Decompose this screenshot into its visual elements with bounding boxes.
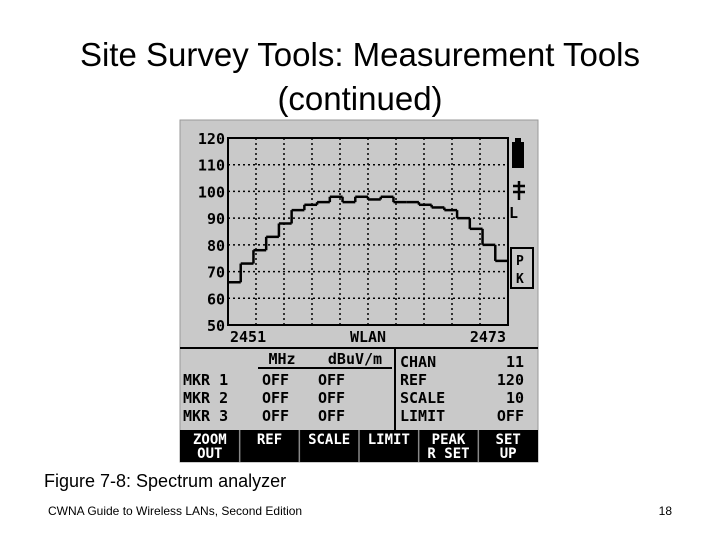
setting-name: CHAN — [400, 353, 436, 371]
setting-name: SCALE — [400, 389, 445, 407]
y-tick-label: 90 — [207, 210, 225, 228]
marker-cell: MKR 3 — [183, 407, 228, 425]
y-tick-label: 70 — [207, 264, 225, 282]
peak-box — [510, 247, 534, 289]
battery-icon — [512, 142, 524, 168]
figure-caption: Figure 7-8: Spectrum analyzer — [44, 471, 286, 491]
setting-value: 120 — [497, 371, 524, 389]
soft-key[interactable]: SCALE — [308, 432, 350, 448]
setting-name: REF — [400, 371, 427, 389]
marker-cell: MKR 1 — [183, 371, 228, 389]
soft-key[interactable]: UP — [500, 446, 517, 462]
side-label: P — [516, 254, 524, 269]
marker-cell: OFF — [318, 389, 345, 407]
soft-key[interactable]: SET — [496, 432, 521, 448]
marker-cell: OFF — [262, 407, 289, 425]
device-screen — [179, 119, 539, 463]
battery-icon — [515, 138, 521, 142]
marker-cell: OFF — [318, 407, 345, 425]
y-tick-label: 110 — [198, 157, 225, 175]
y-tick-label: 120 — [198, 130, 225, 148]
antenna-icon — [513, 181, 525, 200]
marker-cell: OFF — [262, 371, 289, 389]
soft-key[interactable]: LIMIT — [368, 432, 410, 448]
setting-value: OFF — [497, 407, 524, 425]
setting-value: 11 — [506, 353, 524, 371]
footer: CWNA Guide to Wireless LANs, Second Edit… — [48, 504, 302, 518]
page-number: 18 — [659, 504, 673, 518]
setting-name: LIMIT — [400, 407, 445, 425]
soft-key[interactable]: R SET — [427, 446, 469, 462]
marker-cell: OFF — [262, 389, 289, 407]
x-axis-label: WLAN — [350, 328, 386, 346]
y-tick-label: 60 — [207, 290, 225, 308]
side-label: K — [516, 272, 524, 287]
x-axis-label: 2473 — [470, 328, 506, 346]
side-label: L — [509, 204, 518, 222]
slide-title: Site Survey Tools: Measurement Tools — [80, 36, 640, 73]
column-header: MHz — [268, 350, 295, 368]
slide-title: (continued) — [277, 80, 442, 117]
soft-key[interactable]: ZOOM — [193, 432, 227, 448]
column-header: dBuV/m — [328, 350, 382, 368]
soft-key[interactable]: PEAK — [432, 432, 466, 448]
y-tick-label: 100 — [198, 183, 225, 201]
setting-value: 10 — [506, 389, 524, 407]
x-axis-label: 2451 — [230, 328, 266, 346]
y-tick-label: 80 — [207, 237, 225, 255]
soft-key[interactable]: REF — [257, 432, 282, 448]
y-tick-label: 50 — [207, 317, 225, 335]
marker-cell: OFF — [318, 371, 345, 389]
marker-cell: MKR 2 — [183, 389, 228, 407]
soft-key[interactable]: OUT — [197, 446, 222, 462]
